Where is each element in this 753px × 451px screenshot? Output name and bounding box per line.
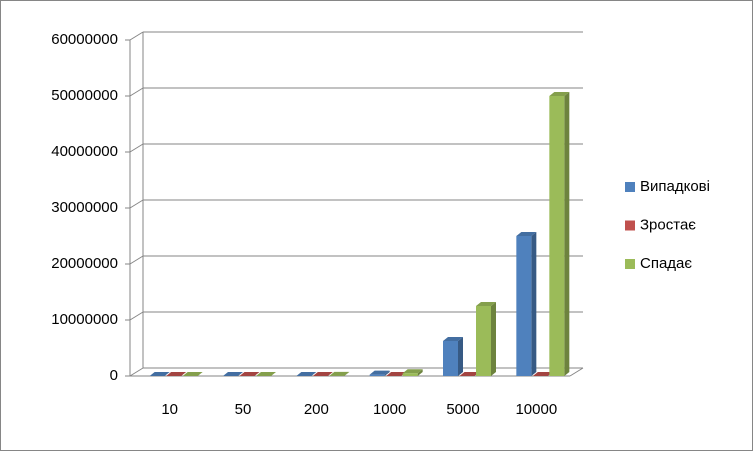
bar-front (476, 306, 491, 376)
legend-swatch (625, 259, 635, 269)
bar (166, 372, 187, 376)
legend-label: Зростає (640, 216, 696, 233)
bar (402, 369, 423, 376)
bar-side (197, 371, 203, 376)
bar (549, 92, 570, 376)
grid-line (129, 367, 144, 377)
bar (459, 372, 480, 376)
bar (532, 372, 553, 376)
bar (312, 372, 333, 376)
x-tick-label: 10000 (515, 401, 557, 418)
bar-front (443, 341, 458, 376)
bar-side (564, 92, 570, 376)
bar-top (386, 372, 407, 376)
bar-top (296, 371, 317, 376)
bar (182, 371, 203, 376)
bar-top (476, 302, 496, 306)
floor-edge (569, 367, 584, 377)
y-tick-label: 30000000 (51, 199, 118, 216)
bar-top (256, 371, 276, 376)
bar-side (531, 232, 537, 376)
grid-line (129, 87, 144, 97)
x-tick-label: 1000 (373, 401, 406, 418)
bar-side (271, 371, 276, 376)
bar (369, 370, 390, 376)
bar-top (312, 372, 333, 376)
bar-side (417, 369, 423, 376)
bar-side (384, 370, 390, 376)
bar-front (549, 96, 565, 376)
bar-side (164, 371, 170, 376)
bar (149, 371, 170, 376)
bar-top (239, 372, 260, 376)
bar (239, 372, 260, 376)
bar-top (182, 371, 203, 376)
x-tick-label: 50 (235, 401, 252, 418)
x-tick-label: 200 (304, 401, 329, 418)
grid-line (129, 255, 144, 265)
bar-top (516, 232, 537, 236)
grid-line (129, 143, 144, 153)
legend-label: Випадкові (640, 178, 710, 195)
bar-front (369, 374, 385, 376)
bar (223, 371, 243, 376)
bar-top (459, 372, 480, 376)
bar (296, 371, 317, 376)
grid-line (129, 199, 144, 209)
bar (329, 371, 350, 376)
bar (516, 232, 537, 376)
legend-label: Спадає (640, 255, 692, 272)
y-tick-label: 20000000 (51, 255, 118, 272)
y-tick-label: 10000000 (51, 311, 118, 328)
bar-top (443, 337, 463, 341)
y-tick-label: 0 (110, 367, 118, 384)
bar-top (223, 371, 243, 376)
bar (386, 372, 407, 376)
bar-top (532, 372, 553, 376)
bar-side (311, 371, 317, 376)
bar-top (149, 371, 170, 376)
y-tick-label: 40000000 (51, 143, 118, 160)
bar-side (491, 302, 496, 376)
bar-top (402, 369, 423, 374)
grid-line (129, 31, 144, 41)
bar (443, 337, 463, 376)
bar-top (166, 372, 187, 376)
bar (256, 371, 276, 376)
grid-line (129, 311, 144, 321)
bar-top (329, 371, 350, 376)
bar-side (344, 371, 350, 376)
y-tick-label: 50000000 (51, 87, 118, 104)
x-tick-label: 10 (161, 401, 178, 418)
bar-top (369, 370, 390, 375)
bar-top (549, 92, 570, 96)
y-tick-label: 60000000 (51, 31, 118, 48)
legend-swatch (625, 182, 635, 192)
bar-side (238, 371, 243, 376)
bar-front (402, 373, 418, 376)
legend-swatch (625, 220, 635, 231)
bar (476, 302, 496, 376)
x-tick-label: 5000 (446, 401, 479, 418)
bar-side (458, 337, 463, 376)
bar-front (516, 236, 532, 376)
